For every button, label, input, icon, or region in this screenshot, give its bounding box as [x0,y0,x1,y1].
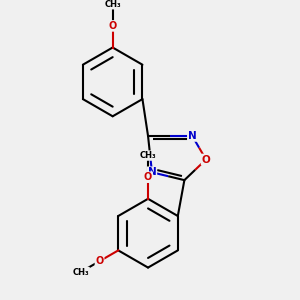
Text: CH₃: CH₃ [73,268,89,277]
Text: O: O [109,21,117,31]
Text: O: O [202,154,210,164]
Text: O: O [144,172,152,182]
Text: O: O [95,256,104,266]
Text: CH₃: CH₃ [104,0,121,9]
Text: N: N [148,167,156,177]
Text: CH₃: CH₃ [140,151,156,160]
Text: N: N [188,131,197,141]
